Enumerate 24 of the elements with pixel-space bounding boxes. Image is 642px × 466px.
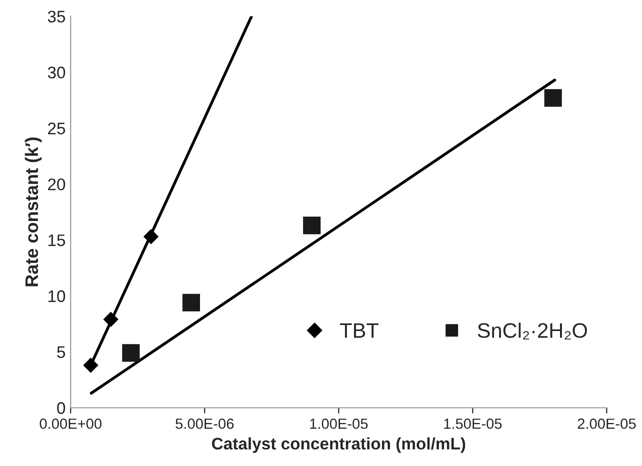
x-tick-label: 1.50E-05 <box>444 418 502 429</box>
y-axis-title: Rate constant (k′) <box>24 138 42 286</box>
y-tick-label: 0 <box>57 402 66 414</box>
y-tick-label: 5 <box>57 346 66 358</box>
x-tick-label: 1.00E-05 <box>310 418 368 429</box>
y-tick-label: 30 <box>48 66 66 78</box>
x-tick-label: 5.00E-06 <box>176 418 234 429</box>
point <box>103 312 118 328</box>
x-tick-label: 0.00E+00 <box>40 418 102 429</box>
point <box>122 344 140 362</box>
y-tick-label: 15 <box>48 234 66 246</box>
x-axis-title: Catalyst concentration (mol/mL) <box>212 437 466 453</box>
legend-label: TBT <box>340 323 378 338</box>
y-tick-label: 20 <box>48 178 66 190</box>
y-tick-label: 35 <box>48 10 66 23</box>
point <box>182 294 200 312</box>
point <box>303 216 321 234</box>
point <box>83 358 98 373</box>
point <box>544 89 562 107</box>
legend-label: SnCl₂·2H₂O <box>478 322 587 340</box>
point <box>143 229 159 244</box>
x-tick-label: 2.00E-05 <box>578 418 636 429</box>
y-tick-label: 10 <box>48 290 66 302</box>
y-tick-label: 25 <box>48 122 66 134</box>
